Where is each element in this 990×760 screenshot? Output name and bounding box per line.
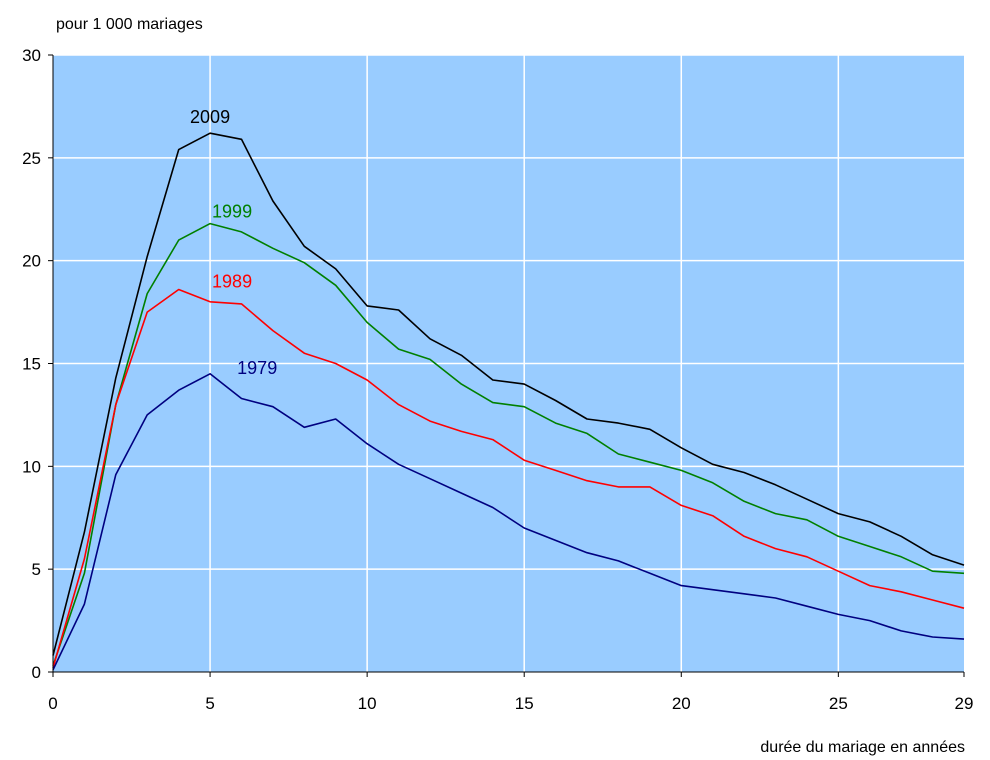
y-tick-label: 25	[22, 149, 41, 168]
axes	[48, 54, 965, 677]
y-tick-label: 10	[22, 457, 41, 476]
series-label-1979: 1979	[237, 358, 277, 378]
x-tick-label: 20	[672, 694, 691, 713]
tick-labels: 0 5 10 15 20 25 30 0 5 10 15 20 25 29	[22, 46, 973, 713]
x-axis-title: durée du mariage en années	[760, 739, 965, 756]
y-axis-title: pour 1 000 mariages	[56, 16, 203, 33]
y-tick-label: 30	[22, 46, 41, 65]
series-lines	[52, 132, 965, 671]
y-tick-label: 5	[32, 560, 41, 579]
series-line-1979	[52, 372, 965, 671]
x-tick-label: 5	[205, 694, 214, 713]
series-line-1999	[52, 222, 965, 667]
series-line-1989	[52, 288, 965, 669]
x-tick-label: 29	[955, 694, 974, 713]
x-tick-label: 0	[48, 694, 57, 713]
x-tick-label: 15	[515, 694, 534, 713]
series-label-1999: 1999	[212, 201, 252, 221]
x-tick-label: 10	[358, 694, 377, 713]
x-tick-label: 25	[829, 694, 848, 713]
series-label-2009: 2009	[190, 107, 230, 127]
series-label-1989: 1989	[212, 271, 252, 291]
series-line-2009	[52, 132, 965, 656]
y-tick-label: 0	[32, 663, 41, 682]
grid	[53, 54, 964, 672]
series-labels: 2009 1999 1989 1979	[190, 107, 277, 378]
y-tick-label: 20	[22, 252, 41, 271]
y-tick-label: 15	[22, 355, 41, 374]
